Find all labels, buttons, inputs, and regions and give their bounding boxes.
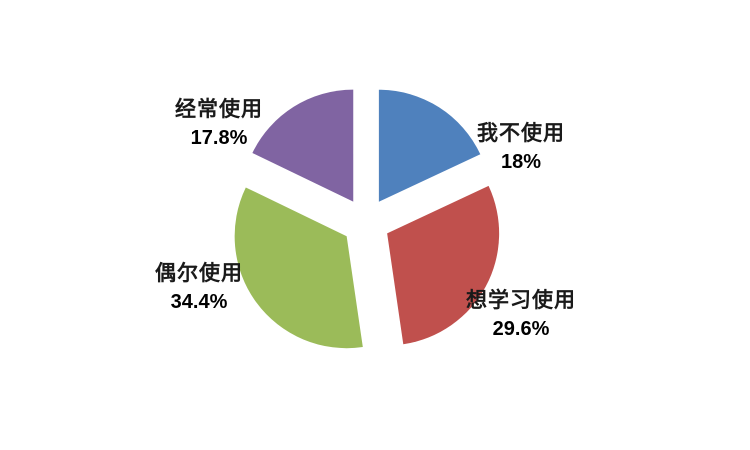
pie-slice-偶尔使用[interactable] bbox=[234, 187, 363, 349]
pie-slice-我不使用[interactable] bbox=[378, 89, 481, 202]
pie-slice-想学习使用[interactable] bbox=[387, 185, 500, 345]
pie-slice-经常使用[interactable] bbox=[252, 89, 354, 202]
